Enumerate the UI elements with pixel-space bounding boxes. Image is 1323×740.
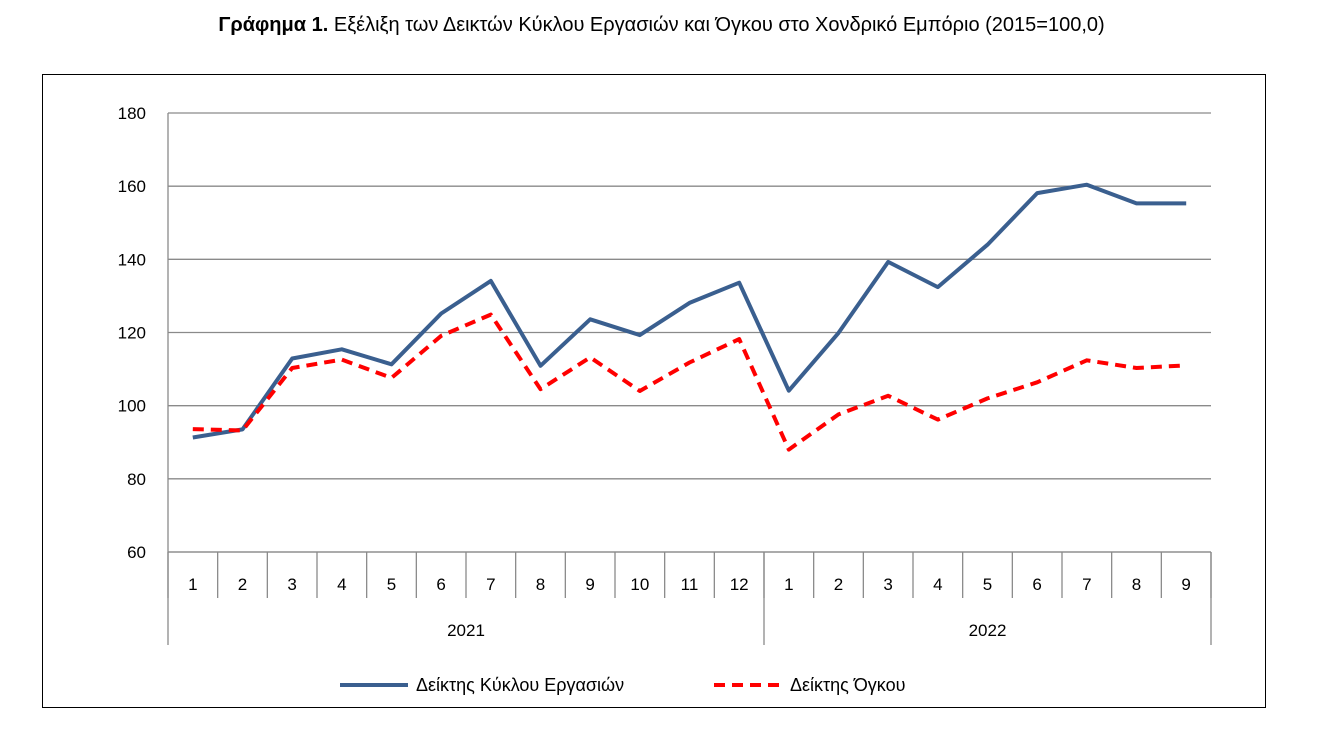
x-tick-label: 6 xyxy=(436,575,445,594)
x-tick-label: 8 xyxy=(536,575,545,594)
turnover-data-point xyxy=(986,243,990,247)
x-tick-label: 9 xyxy=(1181,575,1190,594)
series-lines xyxy=(191,182,1188,452)
x-tick-label: 4 xyxy=(337,575,346,594)
turnover-data-point xyxy=(390,362,394,366)
turnover-data-point xyxy=(638,333,642,337)
y-tick-label: 60 xyxy=(127,543,146,562)
volume-data-point xyxy=(886,394,890,398)
turnover-data-point xyxy=(886,260,890,264)
volume-data-point xyxy=(439,334,443,338)
volume-data-point xyxy=(1184,363,1188,367)
series-line-turnover xyxy=(192,182,1187,440)
volume-data-point xyxy=(1135,366,1139,370)
x-tick-label: 2 xyxy=(834,575,843,594)
volume-data-point xyxy=(340,358,344,362)
chart-title: Γράφημα 1. Εξέλιξη των Δεικτών Κύκλου Ερ… xyxy=(0,14,1323,37)
turnover-data-point xyxy=(936,285,940,289)
chart-frame xyxy=(42,74,1266,708)
y-tick-label: 80 xyxy=(127,470,146,489)
y-tick-label: 160 xyxy=(118,177,146,196)
volume-data-point xyxy=(588,355,592,359)
year-group-label: 2022 xyxy=(969,621,1007,640)
turnover-data-point xyxy=(1085,183,1089,187)
turnover-data-point xyxy=(539,364,543,368)
x-tick-label: 7 xyxy=(486,575,495,594)
chart-title-bold: Γράφημα 1. xyxy=(218,14,329,36)
volume-data-point xyxy=(539,387,543,391)
volume-data-point xyxy=(737,337,741,341)
volume-data-point xyxy=(489,313,493,317)
x-tick-label: 9 xyxy=(585,575,594,594)
turnover-data-point xyxy=(439,311,443,315)
turnover-data-point xyxy=(588,317,592,321)
volume-data-point xyxy=(688,360,692,364)
x-tick-label: 5 xyxy=(387,575,396,594)
legend-label-turnover: Δείκτης Κύκλου Εργασιών xyxy=(416,675,624,695)
volume-data-point xyxy=(241,429,245,433)
volume-data-point xyxy=(290,366,294,370)
turnover-data-point xyxy=(1184,201,1188,205)
x-tick-label: 3 xyxy=(883,575,892,594)
legend: Δείκτης Κύκλου Εργασιών Δείκτης Όγκου xyxy=(340,675,905,695)
y-axis: 60 80 100 120 140 160 180 xyxy=(118,104,169,562)
turnover-data-point xyxy=(737,281,741,285)
x-tick-label: 5 xyxy=(983,575,992,594)
turnover-data-point xyxy=(290,356,294,360)
volume-data-point xyxy=(936,418,940,422)
turnover-data-point xyxy=(837,331,841,335)
volume-data-point xyxy=(638,389,642,393)
turnover-data-point xyxy=(688,301,692,305)
chart-title-text: Εξέλιξη των Δεικτών Κύκλου Εργασιών και … xyxy=(333,14,1105,36)
volume-data-point xyxy=(1035,380,1039,384)
x-tick-label: 8 xyxy=(1132,575,1141,594)
x-tick-label: 11 xyxy=(681,575,699,594)
x-tick-label: 7 xyxy=(1082,575,1091,594)
turnover-data-point xyxy=(1035,191,1039,195)
volume-data-point xyxy=(1085,358,1089,362)
x-tick-label: 2 xyxy=(238,575,247,594)
x-tick-label: 1 xyxy=(784,575,793,594)
turnover-data-point xyxy=(489,279,493,283)
turnover-data-point xyxy=(340,347,344,351)
x-tick-label: 3 xyxy=(287,575,296,594)
x-tick-label: 4 xyxy=(933,575,942,594)
volume-data-point xyxy=(191,427,195,431)
volume-data-point xyxy=(787,448,791,452)
volume-data-point xyxy=(390,376,394,380)
y-tick-label: 180 xyxy=(118,104,146,123)
gridlines xyxy=(168,112,1211,553)
x-tick-label: 1 xyxy=(188,575,197,594)
y-tick-label: 140 xyxy=(118,250,146,269)
x-tick-label: 10 xyxy=(630,575,649,594)
turnover-data-point xyxy=(787,389,791,393)
y-tick-label: 100 xyxy=(118,397,146,416)
turnover-data-point xyxy=(1135,201,1139,205)
volume-data-point xyxy=(837,412,841,416)
x-tick-label: 12 xyxy=(730,575,749,594)
turnover-data-point xyxy=(191,435,195,439)
volume-data-point xyxy=(986,396,990,400)
series-line-volume xyxy=(192,312,1187,452)
legend-label-volume: Δείκτης Όγκου xyxy=(790,675,905,695)
x-tick-label: 6 xyxy=(1032,575,1041,594)
y-tick-label: 120 xyxy=(118,324,146,343)
year-group-label: 2021 xyxy=(447,621,485,640)
